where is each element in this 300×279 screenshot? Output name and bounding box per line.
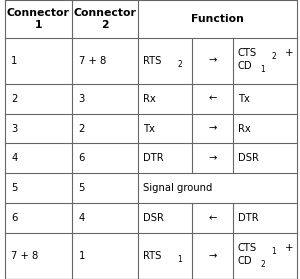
Text: CD: CD [238,256,253,266]
Text: Signal ground: Signal ground [143,183,213,193]
Text: 3: 3 [11,124,17,134]
Text: 1: 1 [260,65,265,74]
Text: +: + [282,48,293,58]
Text: 1: 1 [177,255,182,264]
Text: 2: 2 [272,52,276,61]
Text: Function: Function [191,14,244,24]
Text: RTS: RTS [143,56,162,66]
Text: Rx: Rx [143,94,156,104]
Text: →: → [208,124,216,134]
Text: Connector
1: Connector 1 [7,8,70,30]
Text: 2: 2 [11,94,17,104]
Text: 2: 2 [177,60,182,69]
Text: 5: 5 [79,183,85,193]
Text: 1: 1 [272,247,276,256]
Text: DTR: DTR [143,153,164,163]
Text: 3: 3 [79,94,85,104]
Text: Rx: Rx [238,124,251,134]
Text: →: → [208,56,216,66]
Text: 4: 4 [11,153,17,163]
Text: CTS: CTS [238,243,257,253]
Text: 5: 5 [11,183,17,193]
Text: CD: CD [238,61,253,71]
Text: ←: ← [208,94,216,104]
Text: Tx: Tx [143,124,155,134]
Text: 2: 2 [260,260,265,269]
Text: 4: 4 [79,213,85,223]
Text: 1: 1 [79,251,85,261]
Text: CTS: CTS [238,48,257,58]
Text: RTS: RTS [143,251,162,261]
Text: 6: 6 [79,153,85,163]
Text: 6: 6 [11,213,17,223]
Text: →: → [208,153,216,163]
Text: 7 + 8: 7 + 8 [11,251,38,261]
Text: 1: 1 [11,56,17,66]
Text: +: + [282,243,293,253]
Text: DSR: DSR [143,213,164,223]
Text: DSR: DSR [238,153,259,163]
Text: 2: 2 [79,124,85,134]
Text: 7 + 8: 7 + 8 [79,56,106,66]
Text: Tx: Tx [238,94,250,104]
Text: DTR: DTR [238,213,259,223]
Text: →: → [208,251,216,261]
Text: ←: ← [208,213,216,223]
Text: Connector
2: Connector 2 [74,8,136,30]
